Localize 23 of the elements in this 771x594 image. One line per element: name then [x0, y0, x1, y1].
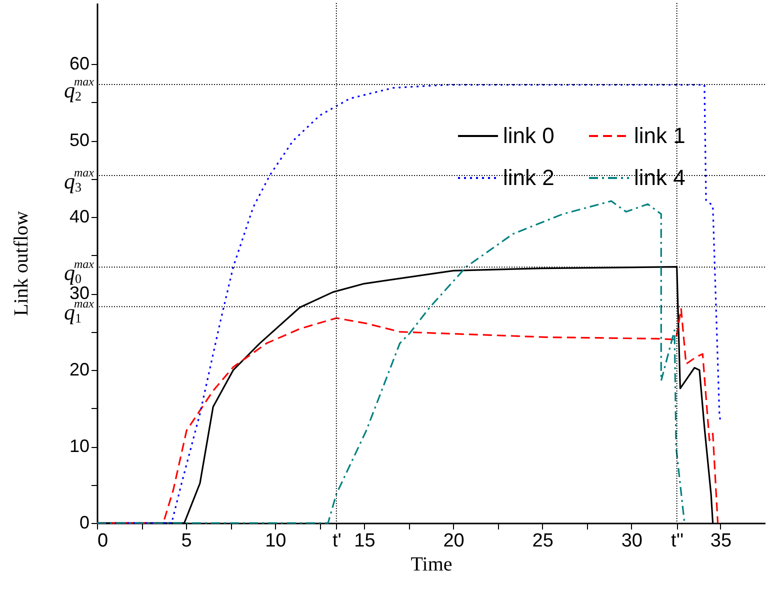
legend-label: link 1 — [634, 123, 686, 148]
legend-label: link 4 — [634, 165, 686, 190]
x-tick-label: 0 — [98, 530, 108, 552]
x-tick-label: 35 — [710, 530, 732, 552]
x-tick-label: 30 — [621, 530, 642, 552]
x-tick-label: 25 — [532, 530, 554, 552]
legend-label: link 0 — [503, 123, 554, 148]
x-axis-title: Time — [410, 554, 452, 576]
line-series — [96, 200, 686, 524]
y-tick-label: 0 — [79, 512, 90, 532]
x-tick-label: 15 — [354, 530, 376, 552]
y-tick-label: 20 — [69, 360, 90, 380]
x-tick-label: 5 — [181, 530, 192, 552]
legend-label: link 2 — [503, 165, 554, 190]
y-tick-label: 40 — [69, 206, 90, 227]
x-tick-label: 20 — [443, 530, 464, 552]
x-tick-label: t'' — [671, 530, 684, 552]
y-tick-label: 10 — [69, 436, 90, 456]
y-tick-label: 60 — [69, 54, 90, 74]
x-tick-label: t' — [332, 530, 342, 552]
y-tick-label: 50 — [69, 130, 90, 150]
y-axis-title: Link outflow — [10, 210, 32, 316]
x-tick-label: 10 — [265, 530, 286, 552]
